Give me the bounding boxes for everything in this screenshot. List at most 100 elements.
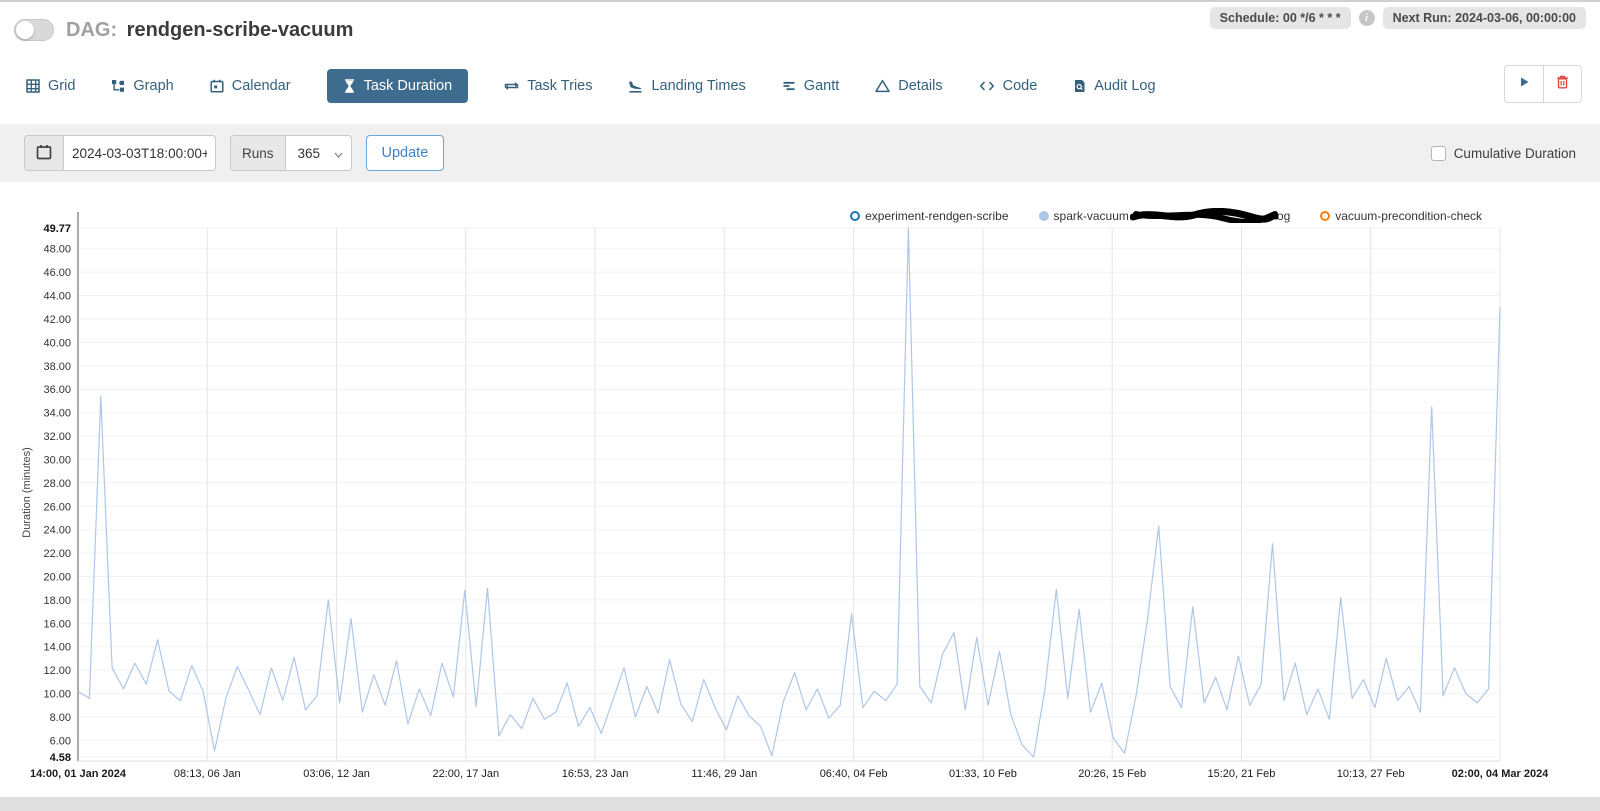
svg-text:30.00: 30.00 (43, 454, 71, 466)
svg-text:26.00: 26.00 (43, 501, 71, 513)
svg-text:36.00: 36.00 (43, 384, 71, 396)
runs-selected-value: 365 (297, 145, 321, 161)
legend-label: vacuum-precondition-check (1335, 209, 1482, 223)
duration-line-chart-canvas: 14:00, 01 Jan 2024 08:13, 06 Jan 03:06, 12… (21, 212, 1550, 780)
svg-text:18.00: 18.00 (43, 595, 71, 607)
svg-text:15:20, 21 Feb: 15:20, 21 Feb (1208, 768, 1276, 780)
svg-text:42.00: 42.00 (43, 314, 71, 326)
base-date-group (24, 135, 216, 171)
toggle-knob (16, 21, 34, 39)
trash-icon (1555, 74, 1570, 95)
dag-name: rendgen-scribe-vacuum (126, 18, 354, 41)
tab-label: Audit Log (1094, 78, 1156, 94)
tab-task-tries[interactable]: Task Tries (504, 69, 592, 103)
tab-details[interactable]: Details (875, 69, 943, 103)
tab-landing-times[interactable]: Landing Times (628, 69, 746, 103)
calendar-icon (210, 79, 224, 93)
dag-action-buttons (1504, 65, 1582, 103)
triangle-icon (875, 79, 891, 93)
svg-text:16:53, 23 Jan: 16:53, 23 Jan (562, 768, 629, 780)
plane-landing-icon (628, 79, 643, 93)
dag-tabbar: Grid Graph Calendar Task Duration Task T… (0, 62, 1600, 110)
tab-label: Landing Times (651, 78, 746, 94)
tab-label: Calendar (231, 78, 291, 94)
cumulative-duration-checkbox[interactable] (1430, 145, 1446, 161)
tab-calendar[interactable]: Calendar (210, 69, 291, 103)
gantt-bars-icon (782, 79, 796, 93)
schedule-info-icon[interactable]: i (1358, 10, 1375, 26)
cumulative-duration-control: Cumulative Duration (1430, 145, 1576, 161)
legend-item-vacuum-precondition-check[interactable]: vacuum-precondition-check (1320, 209, 1482, 223)
bottom-bar (0, 797, 1600, 811)
svg-text:48.00: 48.00 (43, 244, 71, 256)
code-icon (979, 79, 995, 93)
svg-text:34.00: 34.00 (43, 408, 71, 420)
tab-gantt[interactable]: Gantt (782, 69, 839, 103)
svg-text:20:26, 15 Feb: 20:26, 15 Feb (1078, 768, 1146, 780)
svg-text:40.00: 40.00 (43, 337, 71, 349)
svg-text:44.00: 44.00 (43, 291, 71, 303)
legend-item-spark-vacuum[interactable]: spark-vacuum og (1038, 207, 1290, 226)
svg-text:10:13, 27 Feb: 10:13, 27 Feb (1337, 768, 1405, 780)
runs-group: Runs 365 (230, 135, 352, 171)
svg-text:24.00: 24.00 (43, 525, 71, 537)
task-duration-chart: 14:00, 01 Jan 2024 08:13, 06 Jan 03:06, 12… (0, 189, 1600, 801)
trigger-dag-button[interactable] (1505, 66, 1543, 102)
tab-audit-log[interactable]: Audit Log (1073, 69, 1156, 103)
svg-text:02:00, 04 Mar 2024: 02:00, 04 Mar 2024 (1452, 768, 1550, 780)
svg-text:4.58: 4.58 (50, 752, 71, 764)
grid-icon (26, 79, 40, 93)
repeat-icon (504, 79, 519, 93)
svg-text:10.00: 10.00 (43, 689, 71, 701)
svg-text:49.77: 49.77 (43, 223, 71, 235)
tab-graph[interactable]: Graph (111, 69, 174, 103)
svg-text:11:46, 29 Jan: 11:46, 29 Jan (691, 768, 757, 780)
tab-label: Graph (133, 78, 174, 94)
tab-task-duration[interactable]: Task Duration (326, 69, 469, 103)
svg-text:03:06, 12 Jan: 03:06, 12 Jan (303, 768, 370, 780)
svg-text:22:00, 17 Jan: 22:00, 17 Jan (432, 768, 499, 780)
svg-text:38.00: 38.00 (43, 361, 71, 373)
svg-text:14:00, 01 Jan 2024: 14:00, 01 Jan 2024 (30, 768, 127, 780)
dag-header: DAG: rendgen-scribe-vacuum Schedule: 00 … (0, 2, 1600, 58)
svg-text:20.00: 20.00 (43, 572, 71, 584)
legend-swatch-filled-lightblue (1038, 211, 1049, 221)
svg-text:06:40, 04 Feb: 06:40, 04 Feb (820, 768, 888, 780)
dag-pause-toggle[interactable] (14, 19, 54, 41)
calendar-addon (24, 135, 64, 171)
tab-label: Details (898, 78, 943, 94)
next-run-badge: Next Run: 2024-03-06, 00:00:00 (1382, 7, 1586, 29)
legend-swatch-hollow-blue (850, 211, 861, 221)
svg-text:32.00: 32.00 (43, 431, 71, 443)
audit-log-icon (1073, 79, 1086, 93)
redaction-scribble (1129, 207, 1280, 226)
tab-label: Code (1002, 78, 1038, 94)
duration-filter-bar: Runs 365 Update Cumulative Duration (0, 124, 1600, 182)
chart-legend: experiment-rendgen-scribe spark-vacuum o… (850, 207, 1482, 225)
tab-grid[interactable]: Grid (26, 69, 75, 103)
svg-text:6.00: 6.00 (50, 735, 71, 747)
header-badges: Schedule: 00 */6 * * * i Next Run: 2024-… (1209, 7, 1586, 29)
base-date-input[interactable] (64, 135, 216, 171)
tab-label: Gantt (803, 78, 840, 94)
legend-item-experiment-rendgen-scribe[interactable]: experiment-rendgen-scribe (850, 209, 1009, 223)
delete-dag-button[interactable] (1543, 66, 1581, 102)
svg-text:12.00: 12.00 (43, 665, 71, 677)
svg-text:46.00: 46.00 (43, 267, 71, 279)
runs-select[interactable]: 365 (285, 135, 352, 171)
tab-label: Task Duration (363, 78, 453, 94)
svg-text:22.00: 22.00 (43, 548, 71, 560)
svg-text:28.00: 28.00 (43, 478, 71, 490)
graph-icon (111, 79, 125, 93)
dag-prefix-label: DAG: (66, 18, 118, 41)
page-title: DAG: rendgen-scribe-vacuum (66, 19, 353, 42)
runs-label: Runs (230, 135, 286, 171)
tab-label: Grid (48, 78, 76, 94)
tab-code[interactable]: Code (979, 69, 1038, 103)
update-button[interactable]: Update (365, 135, 445, 171)
svg-text:16.00: 16.00 (43, 618, 71, 630)
legend-label-prefix: spark-vacuum (1053, 209, 1129, 223)
svg-text:08:13, 06 Jan: 08:13, 06 Jan (174, 768, 241, 780)
chevron-down-icon (334, 146, 343, 161)
legend-label: experiment-rendgen-scribe (865, 209, 1009, 223)
